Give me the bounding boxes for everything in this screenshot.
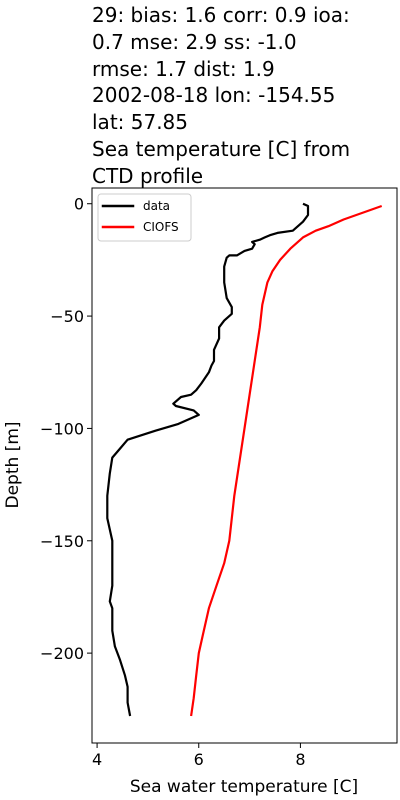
title-line: lat: 57.85 bbox=[92, 110, 189, 135]
y-tick-label: −200 bbox=[40, 644, 84, 663]
title-line: 2002-08-18 lon: -154.55 bbox=[92, 83, 336, 108]
x-axis: 4 6 8 bbox=[92, 743, 306, 769]
title-line: rmse: 1.7 dist: 1.9 bbox=[92, 56, 275, 81]
series-line-ciofs bbox=[190, 204, 383, 717]
x-tick-label: 6 bbox=[194, 750, 204, 769]
plot-frame bbox=[91, 187, 398, 744]
title-line: CTD profile bbox=[92, 163, 204, 188]
legend-label-ciofs: CIOFS bbox=[143, 220, 179, 234]
y-axis-label: Depth [m] bbox=[3, 421, 23, 508]
y-tick-label: −150 bbox=[40, 532, 84, 551]
title-line: 0.7 mse: 2.9 ss: -1.0 bbox=[92, 29, 297, 54]
title-line: 29: bias: 1.6 corr: 0.9 ioa: bbox=[92, 3, 350, 27]
y-axis: 0 −50 −100 −150 −200 bbox=[40, 195, 92, 663]
series-line-data bbox=[106, 202, 310, 717]
legend: data CIOFS bbox=[97, 193, 192, 242]
y-tick-label: −100 bbox=[40, 419, 84, 438]
legend-label-data: data bbox=[143, 199, 170, 213]
x-axis-label: Sea water temperature [C] bbox=[130, 777, 358, 797]
chart-title: 29: bias: 1.6 corr: 0.9 ioa: 0.7 mse: 2.… bbox=[92, 2, 397, 190]
lines-layer bbox=[106, 202, 383, 717]
x-tick-label: 4 bbox=[92, 750, 102, 769]
y-tick-label: −50 bbox=[50, 307, 84, 326]
title-line: Sea temperature [C] from bbox=[92, 136, 351, 161]
x-tick-label: 8 bbox=[295, 750, 305, 769]
y-tick-label: 0 bbox=[74, 195, 84, 214]
